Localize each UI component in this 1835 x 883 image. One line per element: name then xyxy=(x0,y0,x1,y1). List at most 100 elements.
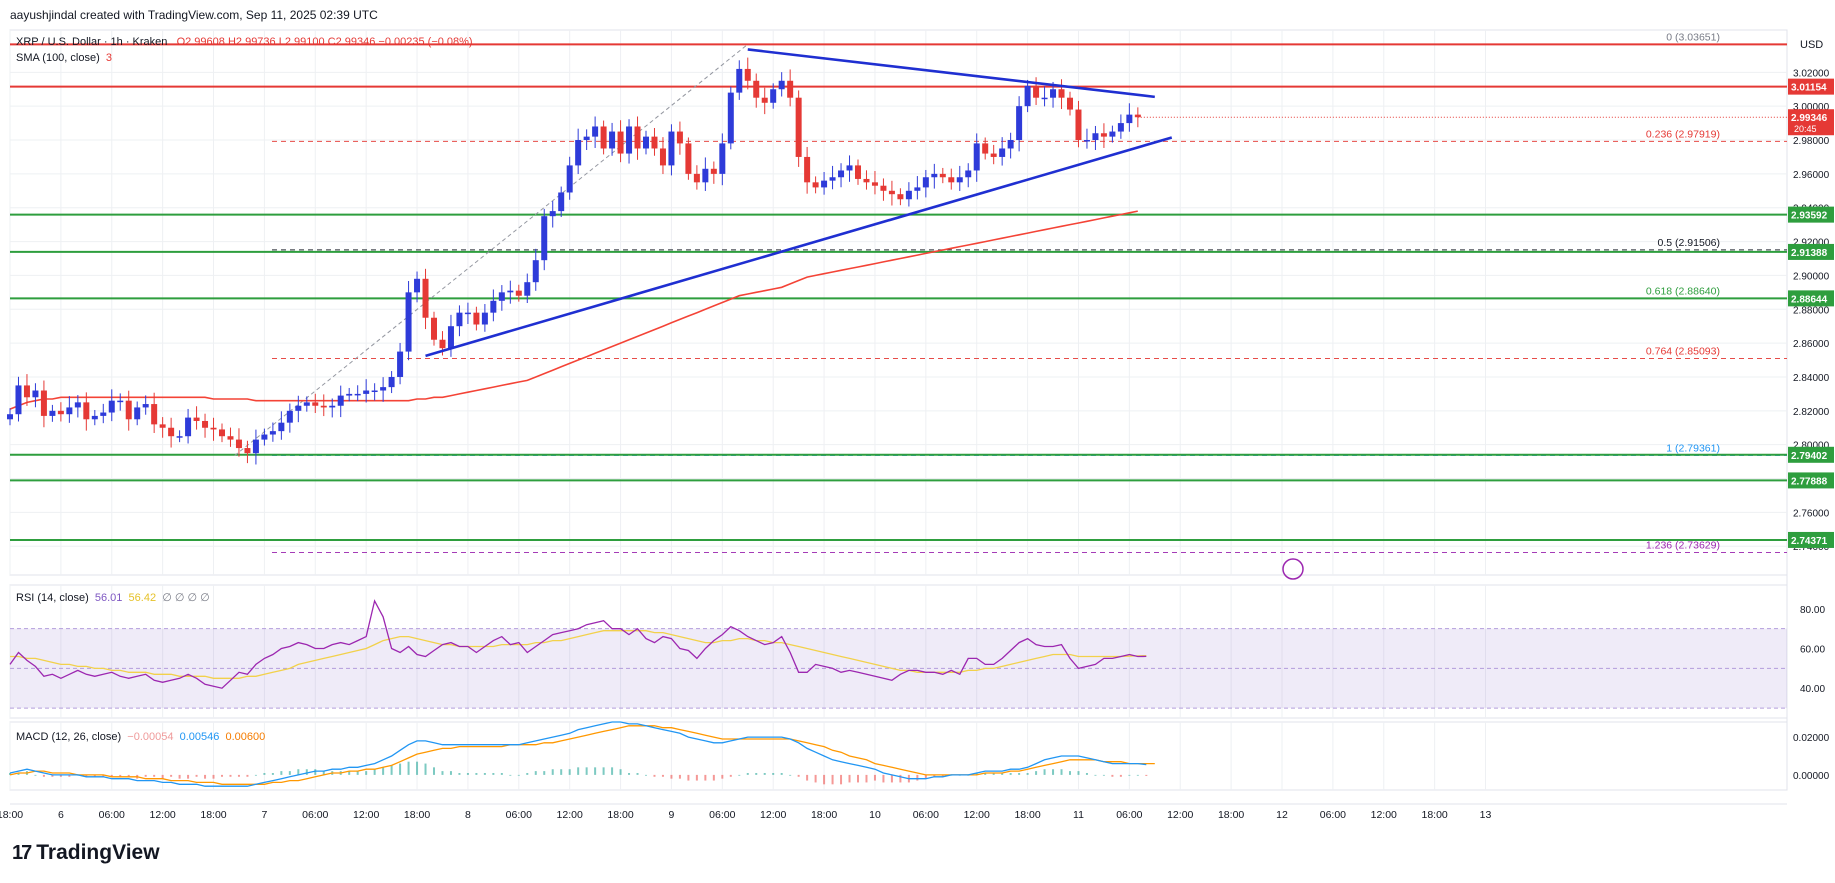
macd-hist-bar xyxy=(119,774,122,777)
symbol-title[interactable]: XRP / U.S. Dollar · 1h · Kraken xyxy=(16,36,168,48)
candle-body xyxy=(524,282,531,296)
macd-hist-bar xyxy=(755,773,758,775)
macd-hist-bar xyxy=(890,774,893,783)
macd-hist-bar xyxy=(661,774,664,777)
candle-body xyxy=(193,417,200,421)
macd-hist-bar xyxy=(509,774,512,776)
y-tick-label: 2.90000 xyxy=(1793,271,1830,282)
macd-hist-bar xyxy=(483,773,486,775)
candle-body xyxy=(753,80,760,98)
macd-hist-bar xyxy=(17,773,20,775)
macd-hist-bar xyxy=(924,774,927,779)
support-tag-label: 2.91388 xyxy=(1791,248,1828,259)
candle-body xyxy=(575,140,582,166)
candle-body xyxy=(922,177,929,188)
macd-hist-bar xyxy=(746,773,749,775)
candle-body xyxy=(380,387,387,391)
macd-hist-bar xyxy=(263,773,266,775)
candle-body xyxy=(736,68,743,93)
rsi-label[interactable]: RSI (14, close) xyxy=(16,592,89,604)
candle-body xyxy=(269,431,276,435)
y-tick-label: 2.88000 xyxy=(1793,305,1830,316)
symbol-legend[interactable]: XRP / U.S. Dollar · 1h · Kraken O2.99608… xyxy=(16,36,473,48)
candle-body xyxy=(40,390,47,416)
candle-body xyxy=(566,165,573,193)
macd-hist-bar xyxy=(865,774,868,783)
sma-label[interactable]: SMA (100, close) xyxy=(16,52,100,64)
x-tick-label: 18:00 xyxy=(0,809,23,821)
candle-body xyxy=(66,407,73,415)
macd-hist-bar xyxy=(831,774,834,785)
x-tick-label: 18:00 xyxy=(1218,809,1244,821)
macd-hist-bar xyxy=(882,774,885,783)
fib-anchor-line xyxy=(234,43,749,456)
macd-hist-bar xyxy=(704,774,707,781)
candle-body xyxy=(329,405,336,408)
candle-body xyxy=(1033,85,1040,98)
sma-value: 3 xyxy=(105,52,113,64)
x-tick-label: 12 xyxy=(1276,809,1288,821)
macd-hist-bar xyxy=(806,774,809,781)
rsi-legend[interactable]: RSI (14, close) 56.01 56.42 ∅ ∅ ∅ ∅ xyxy=(16,591,210,604)
candle-body xyxy=(15,385,22,415)
candle-body xyxy=(74,402,81,408)
candle-body xyxy=(49,410,56,416)
macd-hist-bar xyxy=(1111,774,1114,777)
candle-body xyxy=(498,292,505,301)
macd-hist-bar xyxy=(85,774,88,777)
macd-hist-bar xyxy=(687,774,690,781)
macd-hist-bar xyxy=(314,769,317,775)
candle-body xyxy=(999,148,1006,157)
macd-hist-bar xyxy=(110,774,113,777)
support-tag-label: 2.77888 xyxy=(1791,476,1828,487)
candle-body xyxy=(7,414,13,420)
candle-body xyxy=(23,385,30,398)
candle-body xyxy=(185,417,192,437)
macd-hist-bar xyxy=(212,774,215,779)
macd-hist-bar xyxy=(373,769,376,775)
macd-hist-bar xyxy=(1001,773,1004,775)
macd-hist-bar xyxy=(729,774,732,777)
candle-body xyxy=(159,424,166,428)
macd-tick-label: 0.00000 xyxy=(1793,771,1830,782)
macd-hist-bar xyxy=(526,773,529,775)
candle-body xyxy=(219,429,225,437)
macd-hist-bar xyxy=(899,774,902,783)
macd-legend[interactable]: MACD (12, 26, close) −0.00054 0.00546 0.… xyxy=(16,731,265,743)
candle-body xyxy=(278,422,285,432)
x-tick-label: 06:00 xyxy=(506,809,532,821)
macd-hist-bar xyxy=(416,761,419,775)
macd-hist-bar xyxy=(390,765,393,775)
macd-tick-label: 0.02000 xyxy=(1793,733,1830,744)
x-tick-label: 12:00 xyxy=(353,809,379,821)
macd-hist-bar xyxy=(1094,774,1097,776)
y-tick-label: 3.02000 xyxy=(1793,68,1830,79)
macd-hist-bar xyxy=(424,763,427,775)
macd-hist-value: −0.00054 xyxy=(127,731,174,743)
rsi-pane xyxy=(9,584,1788,719)
macd-label[interactable]: MACD (12, 26, close) xyxy=(16,731,122,743)
x-tick-label: 18:00 xyxy=(1421,809,1447,821)
macd-hist-bar xyxy=(195,774,198,777)
support-tag-label: 2.88644 xyxy=(1791,294,1828,305)
tradingview-logo[interactable]: 17 TradingView xyxy=(12,841,160,865)
macd-hist-bar xyxy=(619,769,622,775)
macd-hist-bar xyxy=(568,769,571,775)
candle-body xyxy=(965,170,972,178)
candle-body xyxy=(490,300,497,313)
macd-hist-bar xyxy=(712,774,715,781)
macd-hist-bar xyxy=(1119,774,1122,777)
macd-hist-bar xyxy=(1102,774,1105,776)
macd-hist-bar xyxy=(984,773,987,775)
sma-legend[interactable]: SMA (100, close) 3 xyxy=(16,52,112,64)
macd-hist-bar xyxy=(975,773,978,775)
x-tick-label: 12:00 xyxy=(760,809,786,821)
candle-body xyxy=(838,170,845,178)
y-tick-label: 2.76000 xyxy=(1793,508,1830,519)
candle-body xyxy=(702,168,709,183)
y-tick-label: 2.86000 xyxy=(1793,339,1830,350)
rsi-tick-label: 60.00 xyxy=(1800,645,1825,656)
candle-body xyxy=(744,68,751,81)
candle-body xyxy=(829,177,836,181)
